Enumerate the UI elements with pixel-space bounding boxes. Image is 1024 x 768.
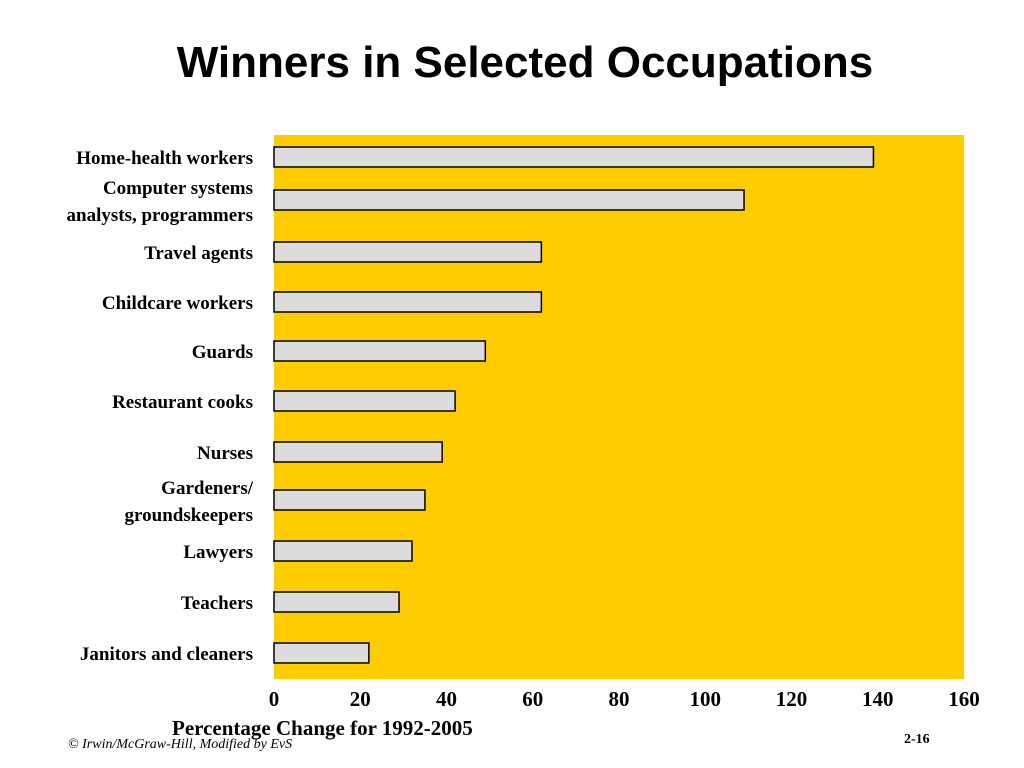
x-axis-label: Percentage Change for 1992-2005 [172,716,473,740]
bar [273,642,370,664]
category-label: Computer systems analysts, programmers [67,178,253,226]
bar [273,489,426,511]
category-label: Lawyers [183,542,253,563]
x-tick-label: 100 [690,687,722,711]
x-tick-label: 60 [522,687,543,711]
bar [273,189,745,211]
copyright-footer: © Irwin/McGraw-Hill, Modified by EvS [68,737,293,752]
bar [273,241,543,263]
bar [273,441,443,463]
category-label: Travel agents [144,243,253,264]
category-label: Gardeners/groundskeepers [125,478,254,526]
x-tick-label: 160 [948,687,980,711]
bar [273,540,413,562]
x-tick-label: 140 [862,687,894,711]
bar [273,340,487,362]
category-label: Janitors and cleaners [80,644,253,665]
category-label: Teachers [181,593,253,614]
x-tick-label: 80 [609,687,630,711]
category-label: Home-health workers [76,148,253,169]
bar [273,591,400,613]
category-label: Childcare workers [102,293,253,314]
x-tick-labels-group: 0 20 40 60 80 100 120 140 160 [269,687,980,711]
bar [273,390,456,412]
bar [273,146,875,168]
bars-group [273,146,875,664]
category-label: Restaurant cooks [112,392,253,413]
x-tick-label: 120 [776,687,808,711]
x-tick-label: 40 [436,687,457,711]
chart-title: Winners in Selected Occupations [176,38,874,87]
x-tick-label: 0 [269,687,280,711]
bar [273,291,543,313]
slide-number: 2-16 [904,732,930,747]
category-label: Nurses [197,443,253,464]
category-label: Guards [192,342,253,363]
x-tick-label: 20 [350,687,371,711]
category-labels-group: Home-health workers Computer systems analy… [67,148,254,665]
